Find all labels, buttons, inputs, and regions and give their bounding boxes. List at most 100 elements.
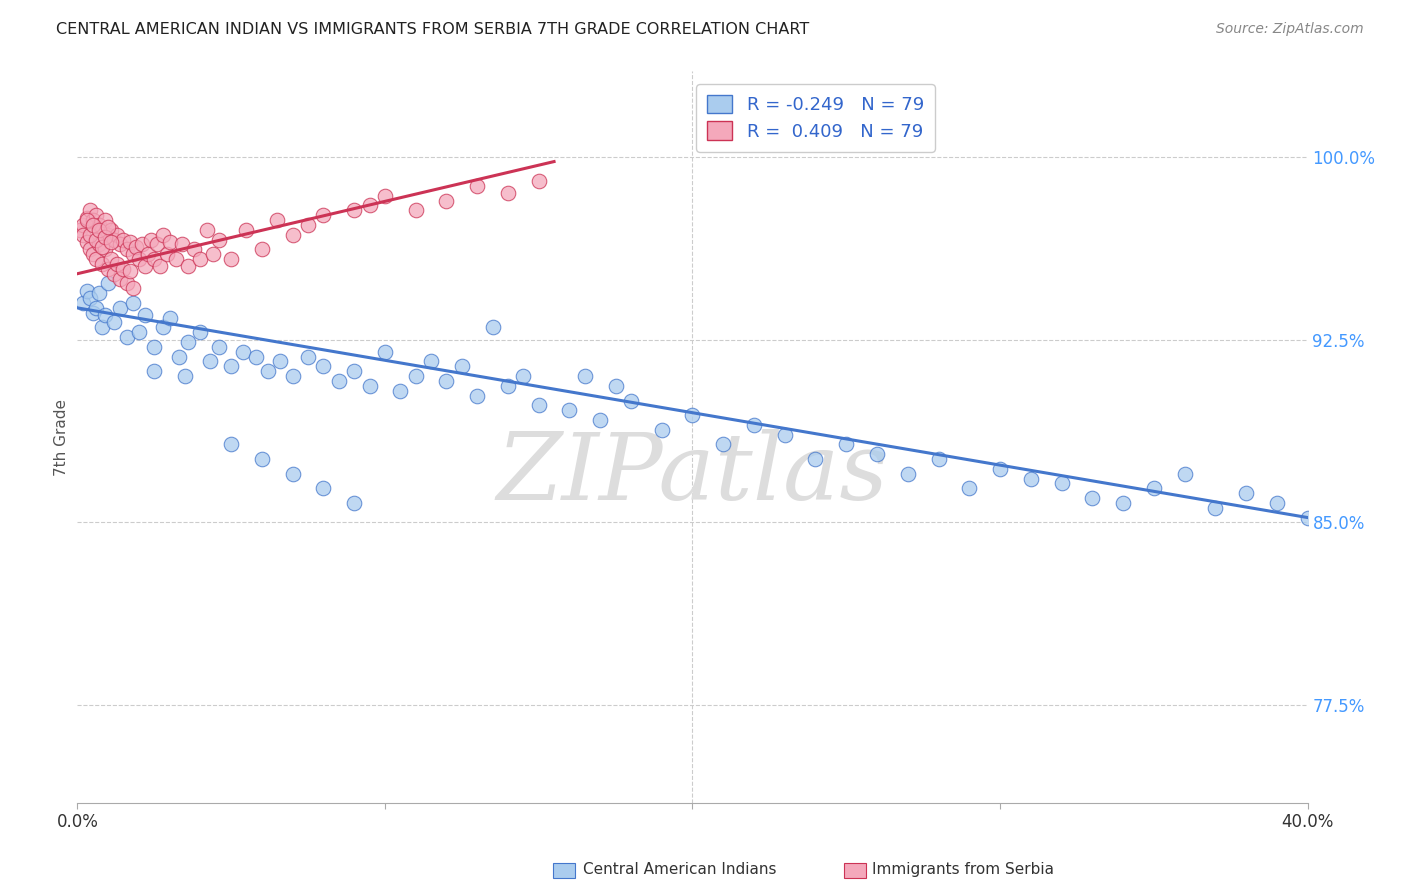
Point	[219, 359, 242, 374]
Point	[420, 354, 443, 368]
Point	[343, 364, 366, 378]
Point	[742, 417, 765, 432]
Point	[496, 379, 519, 393]
Point	[465, 389, 488, 403]
Point	[97, 277, 120, 291]
Point	[121, 281, 143, 295]
Point	[250, 243, 273, 257]
Point	[343, 496, 366, 510]
Point	[835, 437, 858, 451]
Point	[1112, 496, 1135, 510]
Point	[804, 452, 827, 467]
Point	[297, 350, 319, 364]
Point	[988, 462, 1011, 476]
Point	[152, 227, 174, 242]
Point	[527, 174, 550, 188]
Point	[512, 369, 534, 384]
Point	[250, 452, 273, 467]
Y-axis label: 7th Grade: 7th Grade	[53, 399, 69, 475]
Point	[174, 369, 197, 384]
Point	[269, 354, 291, 368]
Point	[359, 198, 381, 212]
Point	[620, 393, 643, 408]
Point	[312, 359, 335, 374]
Point	[155, 247, 177, 261]
Point	[235, 223, 257, 237]
Point	[125, 240, 148, 254]
Point	[201, 247, 224, 261]
Point	[245, 350, 267, 364]
Point	[90, 223, 114, 237]
Point	[100, 223, 122, 237]
Point	[496, 186, 519, 201]
Point	[97, 227, 120, 242]
Point	[103, 316, 125, 330]
Point	[131, 237, 153, 252]
Point	[170, 237, 193, 252]
Point	[100, 252, 122, 266]
Point	[208, 340, 231, 354]
Point	[105, 227, 128, 242]
Point	[405, 369, 427, 384]
Point	[219, 437, 242, 451]
Point	[100, 235, 122, 249]
Point	[436, 194, 458, 208]
Point	[121, 247, 143, 261]
Point	[128, 325, 150, 339]
Point	[1174, 467, 1197, 481]
Point	[928, 452, 950, 467]
Point	[87, 223, 110, 237]
Point	[436, 374, 458, 388]
Point	[72, 227, 94, 242]
Point	[115, 243, 138, 257]
Point	[1296, 510, 1319, 524]
Point	[82, 306, 104, 320]
Point	[281, 227, 304, 242]
Point	[177, 334, 200, 349]
Point	[94, 230, 117, 244]
Point	[128, 252, 150, 266]
Point	[105, 257, 128, 271]
Point	[312, 481, 335, 495]
Point	[297, 218, 319, 232]
Point	[84, 233, 107, 247]
Point	[79, 243, 101, 257]
Point	[110, 271, 132, 285]
Point	[558, 403, 581, 417]
Point	[82, 218, 104, 232]
Point	[450, 359, 472, 374]
Point	[167, 350, 190, 364]
Point	[79, 203, 101, 218]
Point	[143, 364, 166, 378]
Point	[112, 233, 135, 247]
Text: CENTRAL AMERICAN INDIAN VS IMMIGRANTS FROM SERBIA 7TH GRADE CORRELATION CHART: CENTRAL AMERICAN INDIAN VS IMMIGRANTS FR…	[56, 22, 810, 37]
Point	[118, 235, 141, 249]
Point	[97, 261, 120, 276]
Point	[110, 301, 132, 315]
Point	[87, 237, 110, 252]
Point	[177, 260, 200, 274]
Legend: R = -0.249   N = 79, R =  0.409   N = 79: R = -0.249 N = 79, R = 0.409 N = 79	[696, 84, 935, 152]
Point	[112, 261, 135, 276]
Point	[574, 369, 596, 384]
Point	[87, 218, 110, 232]
Point	[589, 413, 612, 427]
Point	[374, 188, 396, 202]
Point	[389, 384, 412, 398]
Point	[1143, 481, 1166, 495]
Point	[188, 325, 212, 339]
Point	[90, 257, 114, 271]
Point	[94, 243, 117, 257]
Point	[343, 203, 366, 218]
Point	[527, 398, 550, 412]
Text: Immigrants from Serbia: Immigrants from Serbia	[872, 863, 1053, 877]
Point	[159, 310, 181, 325]
Point	[94, 213, 117, 227]
Point	[897, 467, 920, 481]
Point	[1019, 471, 1042, 485]
Point	[165, 252, 187, 266]
Point	[208, 233, 231, 247]
Point	[82, 213, 104, 227]
Point	[152, 320, 174, 334]
Point	[103, 233, 125, 247]
